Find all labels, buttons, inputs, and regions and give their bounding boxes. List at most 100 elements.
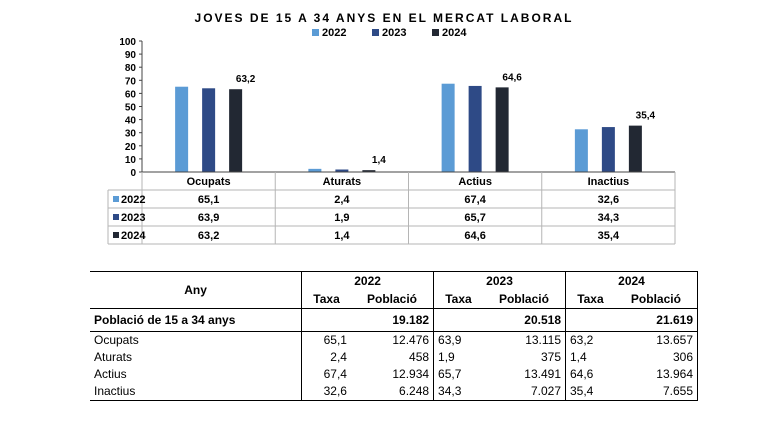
bar-2023	[601, 127, 615, 172]
y-tick-label: 60	[125, 89, 137, 100]
chart: JOVES DE 15 A 34 ANYS EN EL MERCAT LABOR…	[107, 11, 676, 245]
header-poblacio: Població	[482, 290, 566, 309]
cell: 12.934	[392, 367, 430, 381]
cell: 64,6	[564, 366, 615, 383]
cell: 65,1	[301, 331, 351, 349]
y-axis: 0 10 20 30 40 50 60 70 80 90 100	[119, 37, 143, 179]
table-row-total: Població de 15 a 34 anys 19.182 20.518 2…	[90, 308, 698, 332]
table-value: 67,4	[464, 194, 486, 206]
legend-swatch-2022	[312, 29, 319, 36]
table-legend-swatch	[113, 196, 119, 202]
x-tick-label: Ocupats	[187, 176, 231, 188]
table-series-label: 2023	[121, 212, 145, 224]
bar-2023	[202, 88, 216, 172]
header-poblacio: Població	[614, 290, 698, 309]
y-tick-label: 20	[125, 142, 137, 153]
row-label: Actius	[94, 367, 127, 381]
row-label: Ocupats	[94, 333, 139, 347]
cell: 306	[614, 349, 698, 366]
chart-data-table: Ocupats Aturats Actius Inactius 2022 65,1 2,4 6…	[107, 172, 676, 245]
y-tick-label: 100	[119, 37, 136, 48]
header-year-2024: 2024	[565, 271, 698, 290]
header-taxa: Taxa	[433, 290, 483, 309]
y-tick-label: 50	[125, 103, 137, 114]
total-value: 19.182	[350, 308, 434, 332]
bar-data-label: 1,4	[372, 155, 386, 166]
y-tick-label: 40	[125, 116, 137, 127]
table-value: 34,3	[598, 212, 619, 224]
table-row: Aturats 2,4 458 1,9 375 1,4 306	[90, 349, 698, 366]
header-taxa: Taxa	[301, 290, 351, 309]
bar-2024	[628, 125, 642, 172]
y-tick-label: 80	[125, 63, 137, 74]
table-value: 35,4	[598, 230, 620, 242]
y-tick-label: 70	[125, 76, 137, 87]
bar-2024	[495, 87, 509, 172]
total-value: 20.518	[482, 308, 566, 332]
header-year-2023: 2023	[433, 271, 566, 290]
y-tick-label: 10	[125, 155, 137, 166]
plot-area: 63,2 1,4 64,6 35,4	[142, 72, 675, 173]
cell: 63,9	[433, 331, 483, 349]
bar-data-label: 63,2	[236, 74, 256, 85]
y-tick-label: 0	[130, 168, 136, 179]
cell: 1,4	[564, 349, 615, 366]
table-value: 63,2	[198, 230, 219, 242]
y-tick-label: 30	[125, 129, 137, 140]
cell: 32,6	[301, 383, 351, 401]
header-poblacio: Població	[350, 290, 434, 309]
table-row: Ocupats 65,1 12.476 63,9 13.115 63,2 13.…	[90, 331, 698, 349]
cell: 7.027	[482, 383, 566, 401]
bar-2023	[468, 85, 482, 172]
table-value: 1,9	[334, 212, 349, 224]
cell: 35,4	[564, 383, 615, 401]
bar-2024	[229, 89, 243, 172]
y-tick-label: 90	[125, 50, 137, 61]
bar-2023	[335, 169, 349, 172]
cell: 13.657	[614, 331, 698, 349]
table-value: 32,6	[598, 194, 619, 206]
x-tick-label: Aturats	[323, 176, 362, 188]
legend-label: 2023	[382, 27, 406, 39]
table-value: 2,4	[334, 194, 350, 206]
row-label: Inactius	[90, 383, 302, 401]
x-tick-label: Inactius	[588, 176, 630, 188]
bar-2022	[175, 86, 189, 172]
x-tick-label: Actius	[458, 176, 492, 188]
cell: 6.248	[350, 383, 434, 401]
cell: 13.964	[614, 366, 698, 383]
table-row: Actius 67,4 12.934 65,7 13.491 64,6 13.9…	[90, 366, 698, 383]
total-value: 21.619	[614, 308, 698, 332]
bar-data-label: 35,4	[636, 111, 656, 122]
table-legend-swatch	[113, 214, 119, 220]
bar-2022	[574, 129, 588, 172]
table-row: Inactius 32,6 6.248 34,3 7.027 35,4 7.65…	[90, 383, 698, 401]
cell: 12.476	[392, 333, 430, 347]
cell: 13.115	[525, 333, 561, 347]
table-value: 1,4	[334, 230, 350, 242]
cell: 34,3	[433, 383, 483, 401]
bar-2024	[362, 170, 376, 172]
cell: 65,7	[433, 366, 483, 383]
table-series-label: 2022	[121, 194, 145, 206]
cell: 1,9	[433, 349, 483, 366]
header-year-2022: 2022	[301, 271, 434, 290]
legend-label: 2024	[442, 27, 467, 39]
header-taxa: Taxa	[564, 290, 615, 309]
cell: 458	[409, 350, 430, 364]
row-label: Població de 15 a 34 anys	[90, 308, 302, 332]
cell: 13.491	[524, 367, 561, 381]
cell: 7.655	[614, 383, 698, 401]
cell: 2,4	[301, 349, 351, 366]
legend-swatch-2024	[432, 29, 439, 36]
chart-legend: 2022 2023 2024	[312, 27, 467, 39]
header-any: Any	[90, 271, 302, 309]
table-value: 65,7	[464, 212, 485, 224]
cell: 67,4	[301, 366, 351, 383]
table-value: 64,6	[464, 230, 485, 242]
cell: 375	[540, 350, 561, 364]
legend-swatch-2023	[372, 29, 379, 36]
row-label: Aturats	[94, 350, 133, 364]
bar-2022	[441, 83, 455, 172]
bar-2022	[308, 168, 322, 172]
